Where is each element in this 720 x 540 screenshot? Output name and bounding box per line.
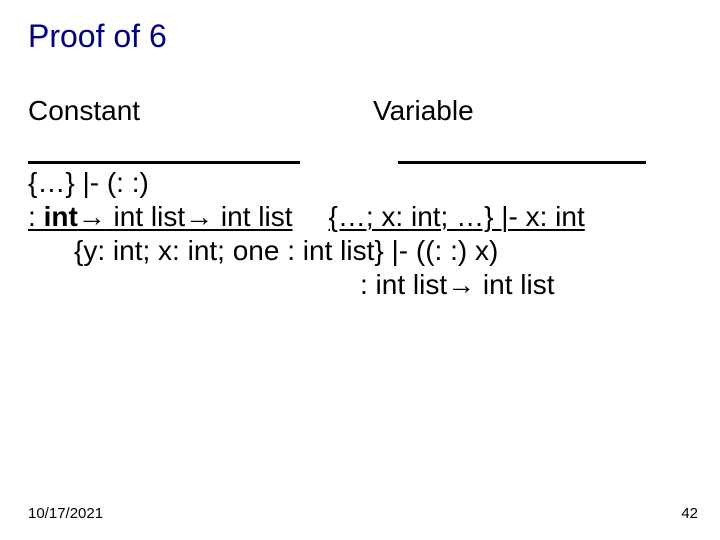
judgement-cons-decl: {…} |- (: :) <box>28 167 149 198</box>
label-constant: Constant <box>28 95 373 127</box>
var-judgement: {…; x: int; …} |- x: int <box>329 201 585 232</box>
result-type: : int list→ int list <box>360 269 555 300</box>
proof-line-1: {…} |- (: :) <box>28 167 692 199</box>
footer-date: 10/17/2021 <box>28 505 103 522</box>
proof-line-4: : int list→ int list <box>28 269 692 301</box>
label-variable: Variable <box>373 95 474 127</box>
slide: Proof of 6 Constant Variable {…} |- (: :… <box>0 0 720 540</box>
slide-title: Proof of 6 <box>28 18 692 55</box>
proof-line-2: : int→ int list→ int list {…; x: int; …} … <box>28 201 692 233</box>
bar-left <box>28 161 300 164</box>
footer: 10/17/2021 42 <box>28 505 698 522</box>
cons-type: : int→ int list→ int list <box>28 201 293 232</box>
premise-bars <box>28 161 692 165</box>
proof-line-3: {y: int; x: int; one : int list} |- ((: … <box>28 235 692 267</box>
footer-page: 42 <box>681 505 698 522</box>
rule-labels-row: Constant Variable <box>28 95 692 127</box>
bar-right <box>398 161 646 164</box>
